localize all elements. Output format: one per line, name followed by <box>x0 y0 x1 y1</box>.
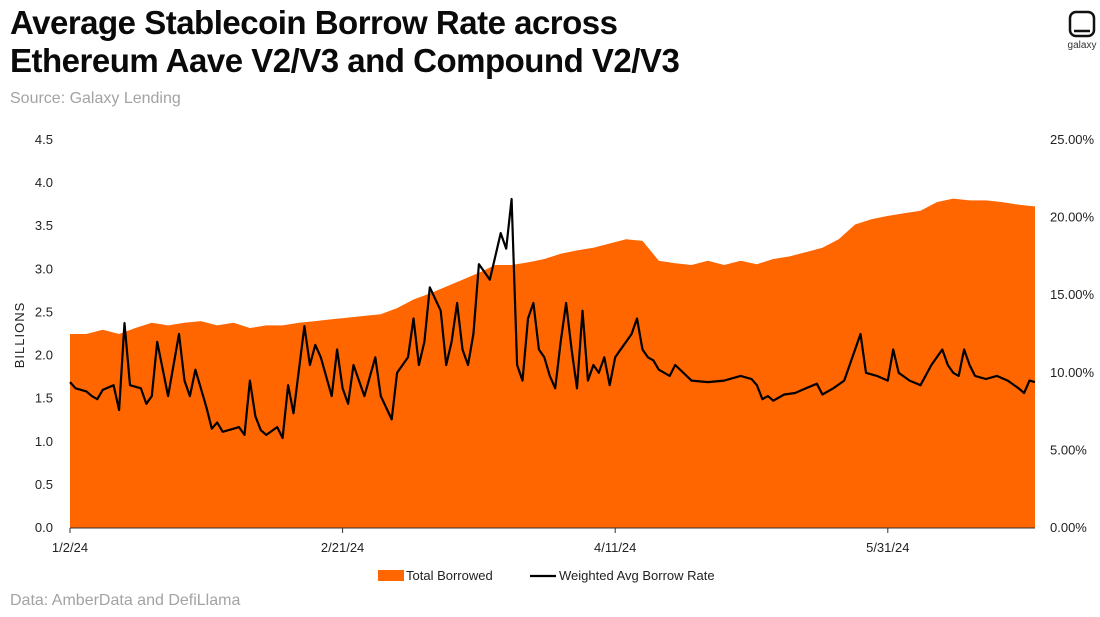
legend-swatch-total-borrowed <box>378 570 404 581</box>
y-axis-title: BILLIONS <box>12 302 27 369</box>
chart-subtitle: Source: Galaxy Lending <box>10 90 181 107</box>
y2-axis-tick-label: 25.00% <box>1050 132 1095 147</box>
y-axis-tick-label: 4.0 <box>35 175 53 190</box>
y-axis-tick-label: 0.0 <box>35 520 53 535</box>
y-axis-tick-label: 1.5 <box>35 391 53 406</box>
chart-title-line-2: Ethereum Aave V2/V3 and Compound V2/V3 <box>10 42 680 79</box>
legend-label-total-borrowed: Total Borrowed <box>406 568 493 583</box>
y2-axis-tick-label: 0.00% <box>1050 520 1087 535</box>
y-axis-tick-label: 1.0 <box>35 434 53 449</box>
plot-area <box>69 197 1036 528</box>
total-borrowed-area <box>70 198 1035 528</box>
y2-axis-tick-label: 15.00% <box>1050 287 1095 302</box>
y2-axis-tick-label: 5.00% <box>1050 442 1087 457</box>
y-axis-tick-label: 2.0 <box>35 348 53 363</box>
y-axis-tick-label: 0.5 <box>35 477 53 492</box>
y-axis-tick-label: 2.5 <box>35 304 53 319</box>
y-axis-tick-label: 4.5 <box>35 132 53 147</box>
x-axis-tick-label: 4/11/24 <box>594 540 636 555</box>
chart-title: Average Stablecoin Borrow Rate across Et… <box>10 4 910 80</box>
y-axis-tick-label: 3.0 <box>35 261 53 276</box>
chart-title-line-1: Average Stablecoin Borrow Rate across <box>10 4 618 41</box>
legend: Total Borrowed Weighted Avg Borrow Rate <box>378 568 715 583</box>
x-axis-tick-label: 2/21/24 <box>321 540 364 555</box>
axes: 0.0 0.5 1.0 1.5 2.0 2.5 3.0 3.5 4.0 4.5 0.00% 5.00%… <box>12 132 1095 555</box>
data-footnote: Data: AmberData and DefiLlama <box>10 592 241 609</box>
galaxy-logo-icon <box>1068 10 1096 38</box>
y2-axis-tick-label: 10.00% <box>1050 365 1095 380</box>
x-axis-tick-label: 5/31/24 <box>866 540 909 555</box>
legend-label-borrow-rate: Weighted Avg Borrow Rate <box>559 568 715 583</box>
weighted-avg-borrow-rate-line <box>69 197 1036 440</box>
y2-axis-tick-label: 20.00% <box>1050 210 1095 225</box>
galaxy-logo-text: galaxy <box>1067 40 1097 51</box>
y-axis-tick-label: 3.5 <box>35 218 53 233</box>
x-axis-tick-label: 1/2/24 <box>52 540 88 555</box>
